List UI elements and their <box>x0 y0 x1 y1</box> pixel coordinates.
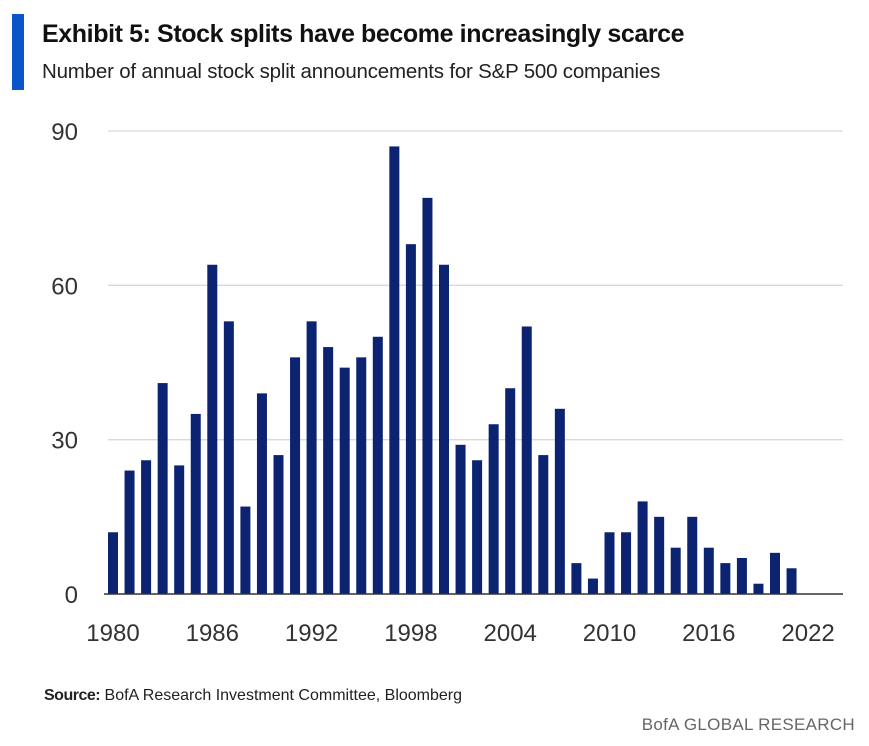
bar-1997 <box>389 146 400 594</box>
bar-2021 <box>786 568 797 594</box>
bar-1987 <box>223 321 234 594</box>
x-tick-label-1992: 1992 <box>285 620 338 647</box>
bar-1984 <box>174 465 185 594</box>
bar-2007 <box>554 408 565 594</box>
bar-1980 <box>108 532 118 594</box>
brand-footer: BofA GLOBAL RESEARCH <box>641 715 855 734</box>
bar-2010 <box>604 532 615 594</box>
x-tick-label-1986: 1986 <box>186 620 239 647</box>
x-tick-label-2016: 2016 <box>682 620 735 647</box>
chart-title: Exhibit 5: Stock splits have become incr… <box>42 20 685 48</box>
chart-subtitle: Number of annual stock split announcemen… <box>42 60 661 83</box>
y-tick-label-60: 60 <box>51 273 78 300</box>
accent-bar <box>12 14 24 90</box>
x-tick-label-2004: 2004 <box>484 620 537 647</box>
bar-2011 <box>621 532 632 594</box>
bar-2014 <box>670 547 681 594</box>
bar-2015 <box>687 516 698 594</box>
bar-2017 <box>720 563 731 594</box>
bar-1998 <box>405 244 416 594</box>
bar-1991 <box>290 357 301 594</box>
bar-2002 <box>472 460 483 594</box>
bar-1999 <box>422 197 433 594</box>
x-tick-label-2010: 2010 <box>583 620 636 647</box>
bar-2013 <box>654 516 665 594</box>
bar-2009 <box>587 578 598 594</box>
x-tick-label-1980: 1980 <box>86 620 139 647</box>
bar-2019 <box>753 583 764 594</box>
bar-2018 <box>736 557 747 594</box>
y-tick-label-90: 90 <box>51 119 78 146</box>
bar-1994 <box>339 367 350 594</box>
bar-1995 <box>356 357 367 594</box>
source-note: Source: BofA Research Investment Committ… <box>44 687 462 705</box>
source-text: BofA Research Investment Committee, Bloo… <box>104 687 463 704</box>
bar-1989 <box>256 393 267 594</box>
bar-2016 <box>703 547 714 594</box>
bar-2020 <box>770 552 780 594</box>
bar-1981 <box>124 470 135 594</box>
bar-2005 <box>521 326 532 594</box>
bar-2000 <box>439 264 449 594</box>
bar-2003 <box>488 424 499 594</box>
bar-2004 <box>505 388 516 594</box>
bar-1985 <box>190 413 201 594</box>
y-tick-label-0: 0 <box>65 582 78 609</box>
bar-1993 <box>323 347 334 594</box>
bar-2001 <box>455 444 466 594</box>
bar-2012 <box>637 501 648 594</box>
y-tick-label-30: 30 <box>51 428 78 455</box>
bar-1986 <box>207 264 218 594</box>
bar-1982 <box>141 460 152 594</box>
bar-2008 <box>571 563 582 594</box>
bar-1992 <box>306 321 317 594</box>
source-label: Source: <box>44 687 101 704</box>
bar-1983 <box>157 383 168 594</box>
x-tick-label-2022: 2022 <box>781 620 834 647</box>
x-tick-label-1998: 1998 <box>384 620 437 647</box>
bar-1988 <box>240 506 251 594</box>
bar-2006 <box>538 455 549 594</box>
bar-1996 <box>372 336 383 594</box>
bar-1990 <box>273 455 284 594</box>
